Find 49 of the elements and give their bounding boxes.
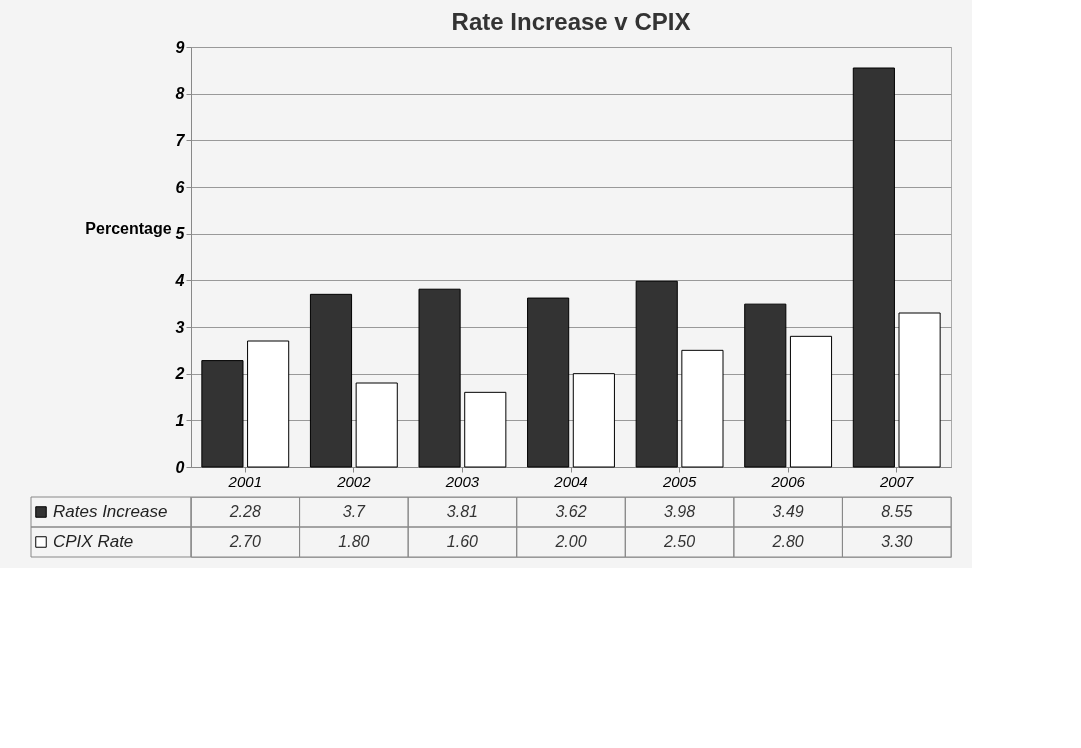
y-tick-label: 8 [175,85,185,103]
y-tick-label: 6 [175,178,185,196]
data-label: 3.30 [881,533,913,550]
data-label: 2.70 [228,533,261,550]
legend-label: CPIX Rate [53,532,134,551]
bar [789,335,833,468]
y-tick-label: 7 [175,131,186,149]
legend-label: Rates Increase [53,502,168,521]
bar [635,280,678,468]
y-tick-label: 2 [174,365,185,383]
x-tick-label: 2007 [879,472,915,490]
bar [744,303,787,468]
bar [201,360,244,468]
y-tick-label: 5 [175,225,186,243]
data-label: 3.7 [342,503,367,520]
data-label: 8.55 [881,503,913,520]
bar [418,288,461,468]
bar [527,297,570,468]
y-tick-label: 1 [175,411,185,429]
y-tick-label: 3 [175,318,185,336]
x-tick-label: 2003 [444,472,480,490]
bar [247,340,290,468]
chart-title: Rate Increase v CPIX [451,8,691,35]
bar [898,312,941,468]
data-label: 1.60 [446,533,479,550]
data-label: 3.98 [664,503,696,520]
bar [309,293,353,468]
data-label: 3.49 [772,503,804,520]
x-tick-label: 2001 [227,472,262,490]
x-tick-label: 2002 [336,472,372,490]
y-tick-label: 0 [175,458,185,476]
x-tick-label: 2005 [661,472,697,490]
y-tick-label: 9 [175,38,185,56]
data-label: 2.28 [228,503,261,520]
bar [355,382,398,468]
y-axis-title: Percentage [85,219,172,237]
data-label: 3.62 [555,503,587,520]
bar [464,391,507,468]
bar [572,373,615,468]
bar [852,67,895,468]
x-tick-label: 2004 [553,472,588,490]
data-label: 1.80 [338,533,370,550]
y-tick-label: 4 [174,271,185,289]
data-label: 3.81 [446,503,478,520]
data-label: 2.00 [554,533,587,550]
bar [681,349,724,468]
data-label: 2.50 [663,533,696,550]
data-label: 2.80 [771,533,804,550]
x-tick-label: 2006 [770,472,806,490]
